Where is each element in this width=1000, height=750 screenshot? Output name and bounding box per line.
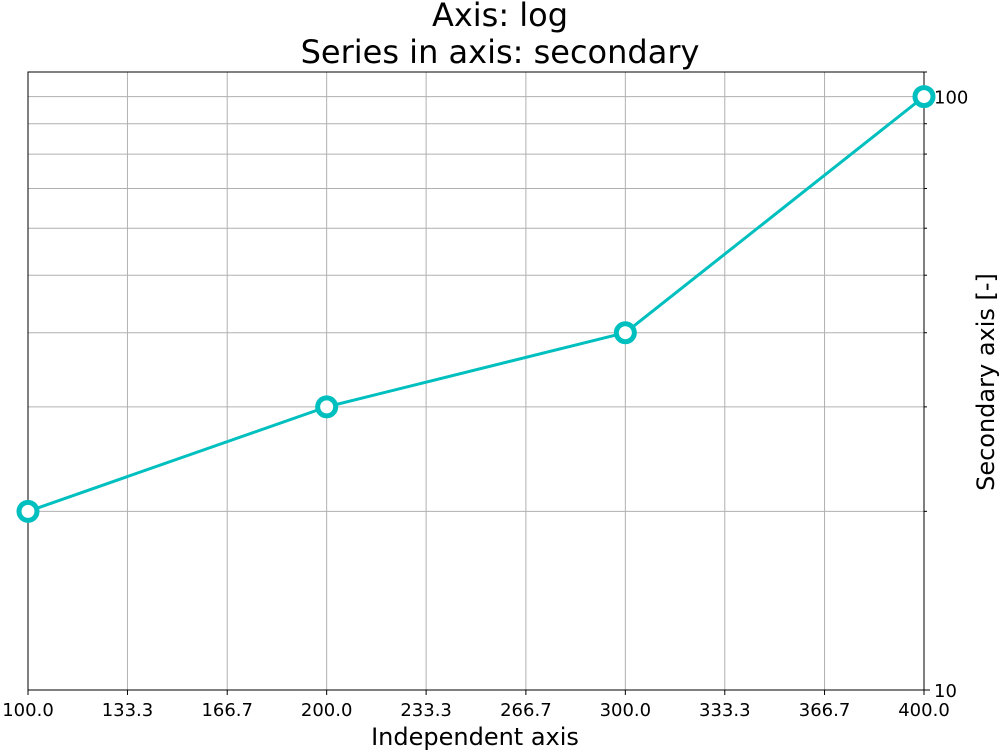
data-point-marker — [613, 321, 637, 345]
x-tick-label: 200.0 — [301, 700, 353, 721]
ticks: 100.0 133.3 166.7 200.0 233.3 266.7 300.0 333.3… — [2, 71, 968, 721]
x-tick-label: 133.3 — [102, 700, 154, 721]
grid — [27, 71, 925, 691]
x-tick-label: 266.7 — [500, 700, 552, 721]
x-tick-label: 333.3 — [699, 700, 751, 721]
chart-title-line-1: Axis: log — [432, 0, 568, 34]
x-tick-label: 300.0 — [600, 700, 652, 721]
y-tick-label: 10 — [934, 681, 957, 702]
x-tick-label: 400.0 — [898, 700, 950, 721]
y-axis-label: Secondary axis [-] — [972, 273, 1000, 491]
data-point-marker — [315, 395, 339, 419]
axes — [27, 71, 925, 691]
y-tick-label: 100 — [934, 88, 968, 109]
x-tick-label: 233.3 — [400, 700, 452, 721]
series — [16, 85, 936, 523]
x-axis-label: Independent axis — [371, 723, 579, 750]
chart-title-line-2: Series in axis: secondary — [301, 33, 700, 71]
series-line — [27, 95, 925, 513]
x-tick-label: 100.0 — [2, 700, 54, 721]
x-tick-label: 166.7 — [201, 700, 253, 721]
x-tick-label: 366.7 — [799, 700, 851, 721]
data-point-marker — [912, 85, 936, 109]
plot-frame — [27, 71, 925, 691]
data-point-marker — [16, 499, 40, 523]
